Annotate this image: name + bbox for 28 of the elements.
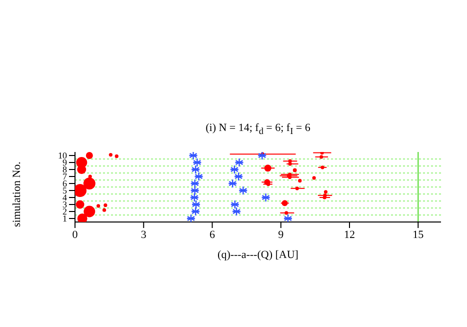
- x-tick-label: 9: [278, 228, 284, 241]
- point: [228, 178, 238, 188]
- x-axis-title: (q)---a---(Q) [AU]: [218, 249, 298, 261]
- point: [190, 178, 200, 188]
- point: [261, 192, 270, 202]
- point: [284, 211, 288, 215]
- chart-title: (i) N = 14; f$_{d}$ = 6; f$_{I}$ = 6: [204, 122, 312, 136]
- point: [186, 214, 196, 222]
- point: [234, 158, 244, 168]
- point: [320, 155, 324, 159]
- point: [191, 200, 201, 210]
- point: [190, 192, 200, 202]
- point: [232, 206, 242, 216]
- x-tick-label: 3: [140, 228, 147, 241]
- point: [295, 186, 299, 190]
- y-axis-title: simulation No.: [10, 161, 23, 227]
- point: [320, 166, 324, 170]
- point: [288, 162, 292, 166]
- x-tick-label: 6: [210, 228, 216, 241]
- x-tick-label: 0: [72, 228, 78, 241]
- point: [258, 152, 267, 160]
- point: [190, 206, 200, 216]
- x-tick-label: 15: [412, 228, 424, 241]
- x-tick-label: 12: [344, 228, 355, 241]
- point: [283, 214, 293, 222]
- point: [238, 186, 248, 196]
- point: [230, 200, 240, 210]
- point: [190, 186, 200, 196]
